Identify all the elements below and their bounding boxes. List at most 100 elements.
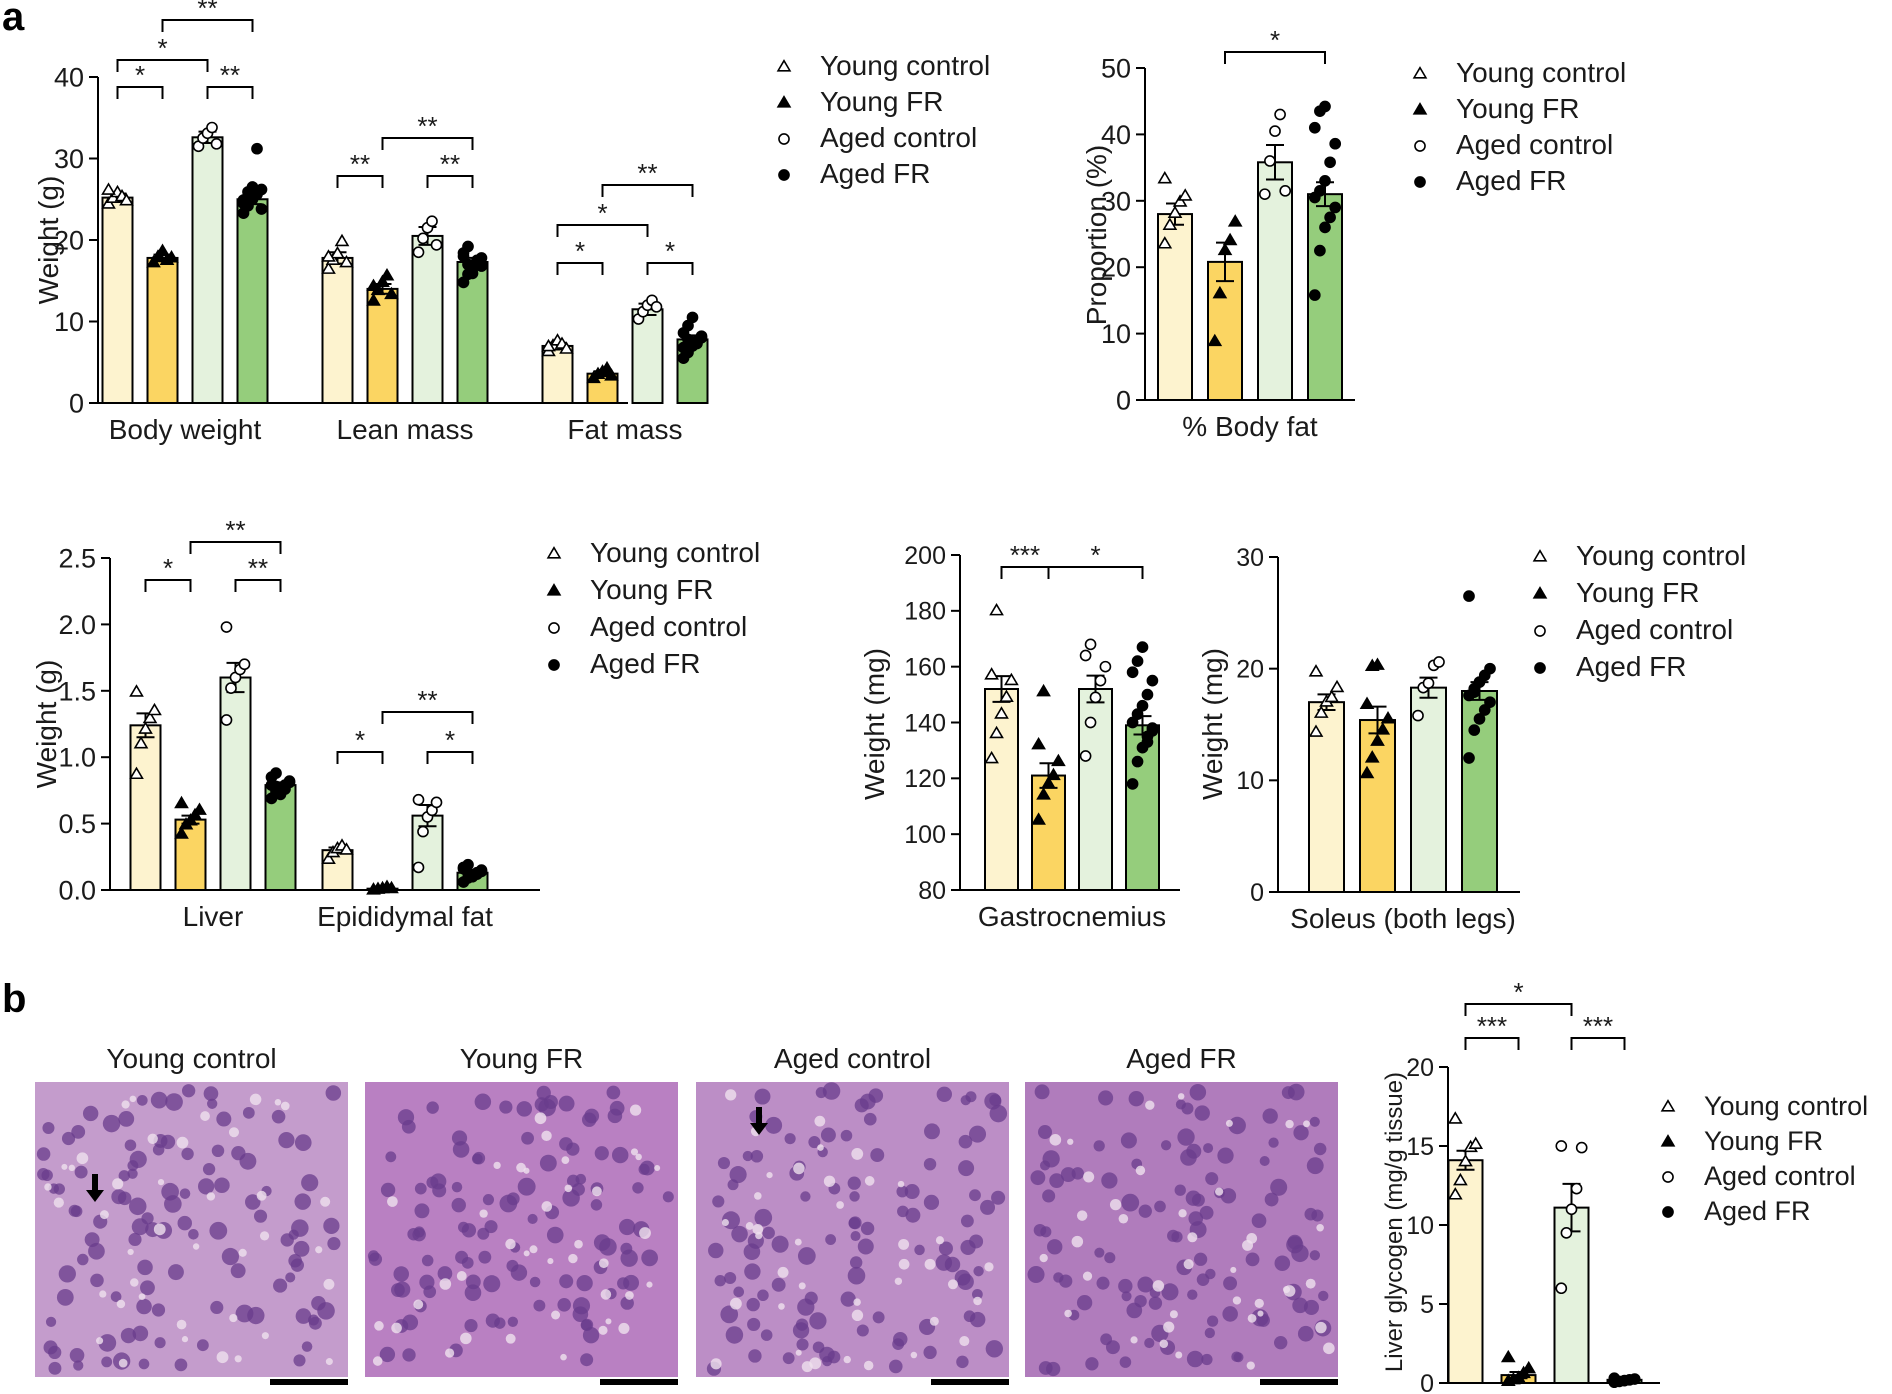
y-tick-label: 0.0 <box>58 875 96 905</box>
data-point <box>559 341 574 354</box>
nucleus <box>461 1223 477 1238</box>
bar-aged-fr <box>236 198 269 404</box>
nucleus <box>1270 1178 1288 1196</box>
y-tick-label: 20 <box>1101 253 1131 283</box>
nucleus <box>151 1303 166 1317</box>
nucleus <box>507 1316 519 1327</box>
data-point <box>1521 1360 1537 1374</box>
nucleus <box>421 1254 434 1267</box>
vacuole <box>1039 1253 1048 1263</box>
vacuole <box>505 1333 516 1344</box>
data-point <box>339 254 354 268</box>
nucleus <box>132 1325 149 1342</box>
vacuole <box>568 1253 578 1264</box>
nucleus <box>1119 1356 1132 1368</box>
vacuole <box>1305 1278 1316 1289</box>
data-point <box>1046 767 1061 781</box>
nucleus <box>301 1341 313 1352</box>
vacuole <box>99 1210 109 1220</box>
data-point <box>1458 1153 1473 1167</box>
nucleus <box>477 1227 490 1240</box>
histology-panel: Young FR <box>365 1043 678 1385</box>
nucleus <box>1231 1351 1242 1362</box>
vacuole <box>910 1351 918 1359</box>
vacuole <box>1071 1235 1084 1248</box>
vacuole <box>794 1238 802 1246</box>
nucleus <box>188 1228 199 1240</box>
nucleus <box>1030 1170 1046 1186</box>
legend-label: Young control <box>1576 540 1746 571</box>
nucleus <box>102 1114 121 1133</box>
nucleus <box>71 1124 86 1139</box>
vacuole <box>564 1184 573 1193</box>
nucleus <box>118 1111 135 1127</box>
nucleus <box>849 1256 863 1269</box>
vacuole <box>1163 1321 1175 1333</box>
vacuole <box>96 1337 104 1345</box>
chart-body-fat: 0 10 20 30 40 50 Proportion (%) % Body fat * Youn… <box>1081 25 1626 442</box>
y-tick-label: 160 <box>904 653 946 681</box>
nucleus <box>474 1093 492 1111</box>
nucleus <box>797 1298 815 1316</box>
nucleus <box>231 1146 246 1161</box>
legend-label: Young FR <box>1576 577 1700 608</box>
nucleus <box>750 1149 764 1163</box>
data-point <box>1319 100 1331 113</box>
data-point <box>1207 333 1223 347</box>
nucleus <box>538 1098 556 1117</box>
nucleus <box>1037 1125 1053 1140</box>
data-point <box>1084 716 1097 729</box>
vacuole <box>730 1297 742 1310</box>
vacuole <box>924 1258 936 1270</box>
nucleus <box>1138 1204 1152 1218</box>
bar-young-fr <box>1359 719 1396 893</box>
significance-label: * <box>1270 25 1280 55</box>
nucleus <box>181 1147 194 1161</box>
data-point <box>147 702 162 716</box>
significance-bracket <box>161 19 254 32</box>
nucleus <box>1199 1205 1214 1220</box>
vacuole <box>795 1349 802 1356</box>
nucleus <box>1222 1306 1238 1322</box>
vacuole <box>68 1164 76 1172</box>
nucleus <box>128 1232 142 1247</box>
nucleus <box>402 1348 416 1362</box>
nucleus <box>576 1274 593 1292</box>
nucleus <box>893 1332 908 1347</box>
data-point <box>475 865 488 878</box>
data-point <box>283 775 296 787</box>
nucleus <box>536 1085 551 1101</box>
vacuole <box>935 1236 945 1245</box>
nucleus <box>985 1340 1004 1358</box>
nucleus <box>196 1339 209 1352</box>
nucleus <box>48 1361 62 1375</box>
nucleus <box>958 1134 973 1149</box>
vacuole <box>413 1299 424 1310</box>
data-point <box>242 186 254 198</box>
nucleus <box>1318 1290 1329 1302</box>
data-point <box>1126 716 1139 729</box>
y-tick-label: 10 <box>1236 767 1264 795</box>
nucleus <box>747 1317 761 1332</box>
nucleus <box>748 1349 762 1363</box>
vacuole <box>261 1332 269 1340</box>
scale-bar <box>1260 1379 1338 1385</box>
nucleus <box>809 1312 827 1330</box>
data-point <box>1608 1372 1621 1385</box>
vacuole <box>1177 1093 1185 1100</box>
nucleus <box>580 1319 592 1331</box>
significance-bracket <box>646 262 694 275</box>
nucleus <box>42 1122 55 1135</box>
bar-young-fr <box>146 256 179 404</box>
nucleus <box>327 1237 341 1251</box>
nucleus <box>499 1100 513 1114</box>
nucleus <box>294 1193 311 1210</box>
nucleus <box>1274 1335 1288 1350</box>
significance-bracket <box>556 262 604 275</box>
nucleus <box>385 1151 397 1163</box>
nucleus <box>765 1116 783 1134</box>
data-point <box>1089 691 1102 704</box>
vacuole <box>129 1095 137 1103</box>
histology-title: Aged control <box>774 1043 931 1074</box>
vacuole <box>894 1277 903 1285</box>
